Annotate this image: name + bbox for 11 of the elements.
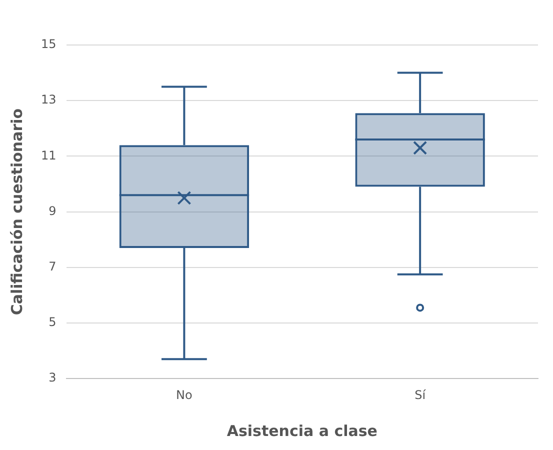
x-axis-title: Asistencia a clase: [226, 422, 378, 440]
y-tick-label: 7: [48, 260, 56, 274]
y-tick-label: 13: [40, 92, 56, 107]
x-tick-label: Sí: [414, 388, 426, 402]
y-tick-label: 3: [48, 370, 56, 385]
y-tick-label: 5: [48, 315, 56, 330]
y-axis-title: Calificación cuestionario: [8, 108, 26, 316]
y-tick-label: 11: [40, 148, 56, 162]
y-tick-label: 15: [40, 37, 56, 52]
x-tick-label: No: [176, 388, 192, 402]
y-tick-label: 9: [48, 204, 56, 218]
